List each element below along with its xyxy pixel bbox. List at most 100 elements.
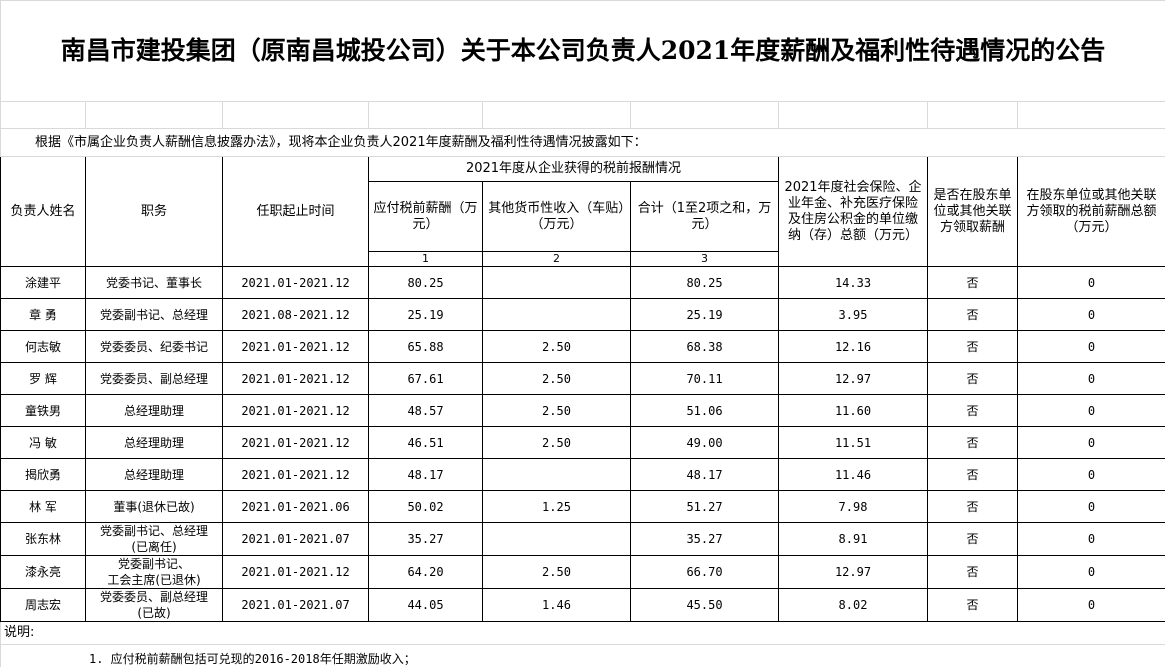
header: 其他货币性收入（车贴）（万元） (482, 181, 631, 252)
header: 职务 (85, 156, 223, 267)
cell: 否 (927, 362, 1018, 395)
cell: 2021.01-2021.12 (222, 426, 369, 459)
row: 揭欣勇 总经理助理 2021.01-2021.12 48.17 48.17 11.46 否 0 (0, 458, 1165, 491)
cell: 2021.01-2021.12 (222, 555, 369, 589)
cell: 67.61 (368, 362, 483, 395)
cell: 张东林 (0, 522, 86, 556)
cell: 2021.01-2021.07 (222, 522, 369, 556)
cell: 0 (1016, 298, 1165, 331)
cell: 50.02 (368, 490, 483, 523)
cell: 涂建平 (0, 266, 86, 299)
row: 林 军董事(退休已故) 2021.01-2021.06 50.02 1.25 51.27… (0, 490, 1165, 523)
header-number: 3 (630, 251, 779, 267)
cell: 2021.08-2021.12 (222, 298, 369, 331)
cell: 何志敏 (0, 330, 86, 363)
cell: 党委书记、董事长 (85, 266, 223, 299)
cell: 80.25 (368, 266, 483, 299)
header: 负责人姓名 (0, 156, 86, 267)
cell: 2021.01-2021.12 (222, 362, 369, 395)
cell: 2021.01-2021.12 (222, 458, 369, 491)
cell: 8.02 (778, 588, 928, 622)
cell: 14.33 (778, 266, 928, 299)
cell: 童铁男 (0, 394, 86, 427)
cell: 章 勇 (0, 298, 86, 331)
cell: 64.20 (368, 555, 483, 589)
cell: 48.17 (368, 458, 483, 491)
cell: 2.50 (482, 362, 631, 395)
cell: 总经理助理 (85, 394, 223, 427)
cell: 2.50 (482, 330, 631, 363)
header-group: 2021年度从企业获得的税前报酬情况 (368, 156, 779, 182)
cell: 35.27 (368, 522, 483, 556)
cell: 48.17 (630, 458, 779, 491)
cell: 2.50 (482, 426, 631, 459)
row: 说明: (0, 621, 1165, 645)
cell: 否 (927, 522, 1018, 556)
cell: 80.25 (630, 266, 779, 299)
intro: 根据《市属企业负责人薪酬信息披露办法》，现将本企业负责人2021年度薪酬及福利性… (0, 128, 1165, 157)
cell: 否 (927, 266, 1018, 299)
title: 南昌市建投集团（原南昌城投公司）关于本公司负责人2021年度薪酬及福利性待遇情况… (0, 0, 1165, 102)
cell: 12.97 (778, 362, 928, 395)
cell: 0 (1016, 458, 1165, 491)
cell: 董事(退休已故) (85, 490, 223, 523)
cell: 11.46 (778, 458, 928, 491)
cell: 党委副书记、总经理 (85, 298, 223, 331)
row: 张东林 党委副书记、总经理 (已离任) 2021.01-2021.07 35.27 35… (0, 522, 1165, 556)
cell: 66.70 (630, 555, 779, 589)
cell: 48.57 (368, 394, 483, 427)
row: 周志宏 党委委员、副总经理 (已故) 2021.01-2021.07 44.05 1.4… (0, 588, 1165, 622)
header: 合计（1至2项之和，万元） (630, 181, 779, 252)
row: 童铁男 总经理助理 2021.01-2021.12 48.57 2.50 51.06 11.… (0, 394, 1165, 427)
header: 应付税前薪酬（万元） (368, 181, 483, 252)
cell: 否 (927, 394, 1018, 427)
notes-label: 说明: (0, 621, 1165, 645)
cell: 51.27 (630, 490, 779, 523)
cell: 否 (927, 298, 1018, 331)
cell: 0 (1016, 522, 1165, 556)
cell: 7.98 (778, 490, 928, 523)
header: 任职起止时间 (222, 156, 369, 267)
cell: 冯 敏 (0, 426, 86, 459)
cell: 否 (927, 555, 1018, 589)
cell: 党委副书记、总经理 (已离任) (85, 522, 223, 556)
cell: 周志宏 (0, 588, 86, 622)
row: 涂建平 党委书记、董事长 2021.01-2021.12 80.25 80.25 14.3… (0, 266, 1165, 299)
cell: 否 (927, 588, 1018, 622)
cell: 12.16 (778, 330, 928, 363)
cell: 0 (1016, 426, 1165, 459)
header: 2021年度社会保险、企业年金、补充医疗保险及住房公积金的单位缴纳（存）总额（万… (778, 156, 928, 267)
cell: 否 (927, 426, 1018, 459)
cell: 46.51 (368, 426, 483, 459)
cell: 0 (1016, 330, 1165, 363)
cell: 0 (1016, 588, 1165, 622)
row: 章 勇党委副书记、总经理 2021.08-2021.12 25.19 25.19 3.9… (0, 298, 1165, 331)
cell: 揭欣勇 (0, 458, 86, 491)
cell (482, 458, 631, 491)
note: 1. 应付税前薪酬包括可兑现的2016-2018年任期激励收入； (0, 644, 1165, 667)
cell: 2.50 (482, 555, 631, 589)
cell: 党委副书记、 工会主席(已退休) (85, 555, 223, 589)
cell: 总经理助理 (85, 426, 223, 459)
cell: 2.50 (482, 394, 631, 427)
header-number: 2 (482, 251, 631, 267)
cell: 2021.01-2021.12 (222, 394, 369, 427)
cell: 2021.01-2021.12 (222, 330, 369, 363)
cell (482, 266, 631, 299)
cell: 11.51 (778, 426, 928, 459)
cell: 12.97 (778, 555, 928, 589)
cell: 68.38 (630, 330, 779, 363)
cell: 2021.01-2021.06 (222, 490, 369, 523)
cell: 25.19 (368, 298, 483, 331)
cell: 11.60 (778, 394, 928, 427)
cell: 70.11 (630, 362, 779, 395)
cell: 3.95 (778, 298, 928, 331)
row: 何志敏 党委委员、纪委书记 2021.01-2021.12 65.88 2.50 68.3… (0, 330, 1165, 363)
cell: 否 (927, 330, 1018, 363)
cell: 2021.01-2021.07 (222, 588, 369, 622)
cell: 1.25 (482, 490, 631, 523)
cell: 0 (1016, 266, 1165, 299)
row: 漆永亮 党委副书记、 工会主席(已退休) 2021.01-2021.12 64.20 2… (0, 555, 1165, 589)
